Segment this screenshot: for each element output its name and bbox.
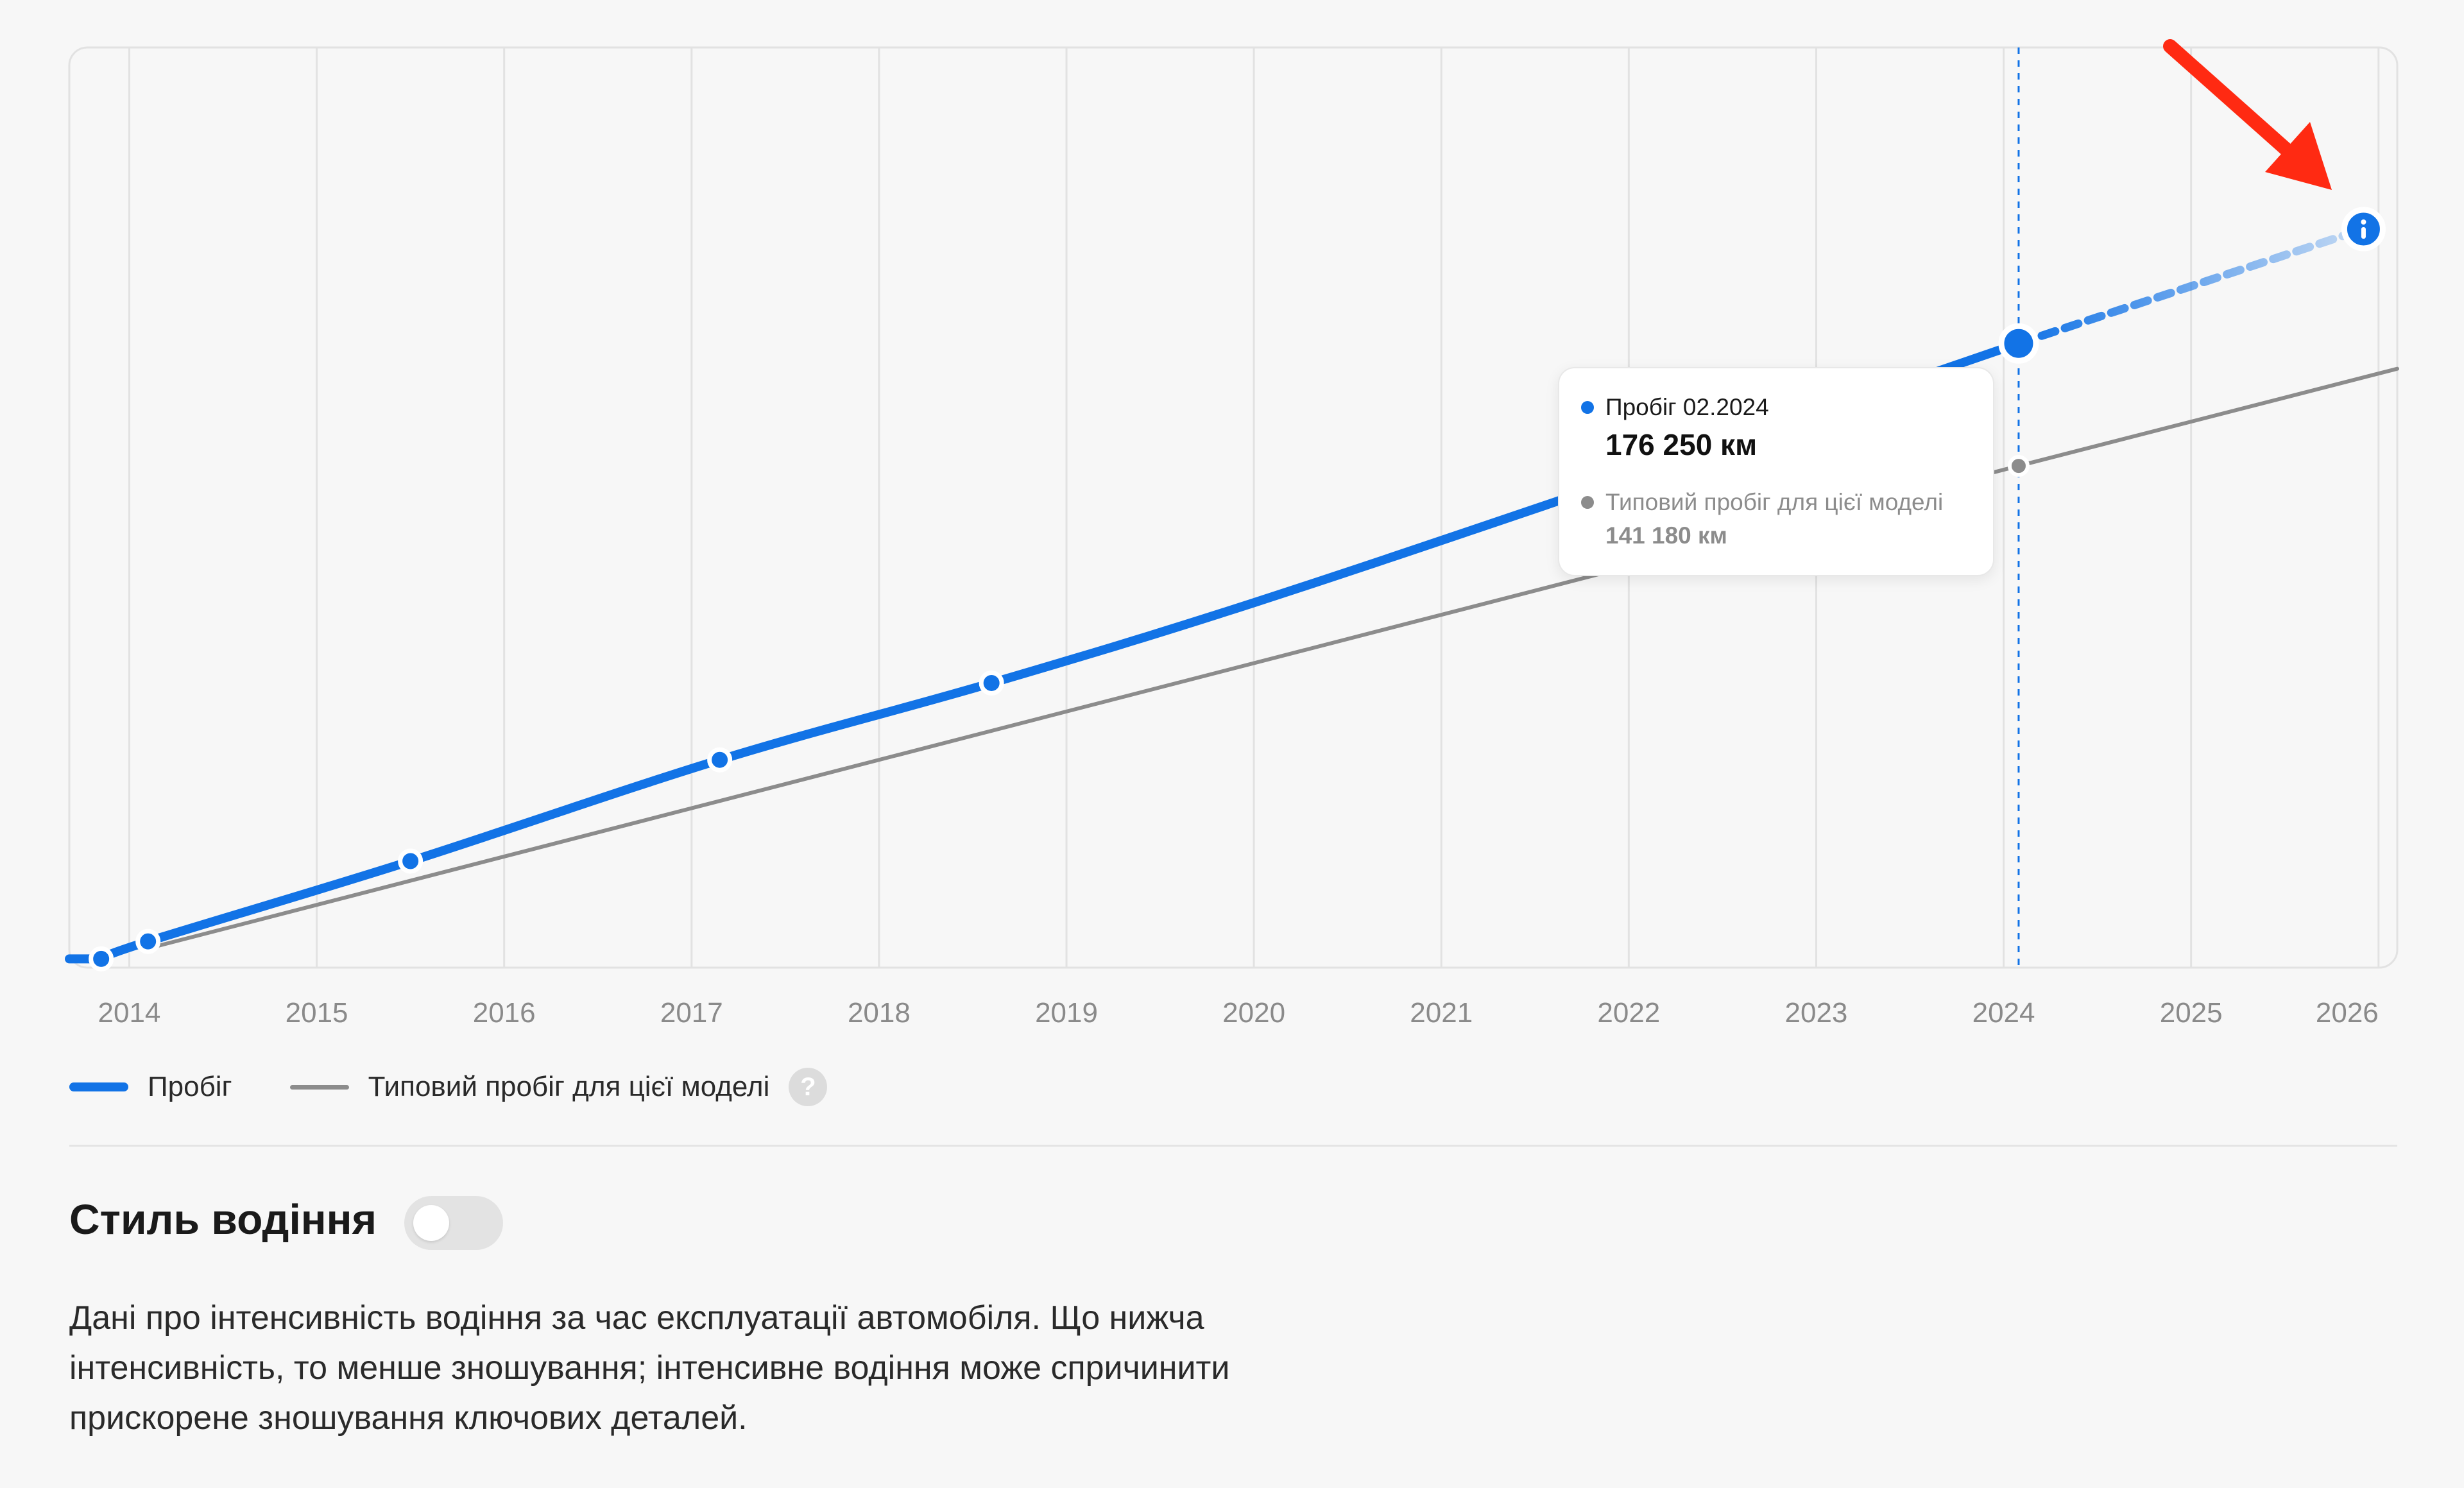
mileage-point [707, 747, 733, 773]
driving-style-description: Дані про інтенсивність водіння за час ек… [69, 1299, 1230, 1437]
x-tick-label: 2020 [1222, 997, 1285, 1027]
tooltip-mileage-label: Пробіг 02.2024 [1605, 394, 1769, 420]
x-tick-label: 2016 [473, 997, 536, 1027]
x-tick-label: 2024 [1972, 997, 2035, 1027]
legend-item-mileage: Пробіг [69, 1071, 232, 1103]
toggle-knob [413, 1205, 449, 1241]
tooltip-typical-label: Типовий пробіг для цієї моделі [1605, 489, 1944, 515]
mileage-point [979, 670, 1004, 696]
tooltip-mileage-row: Пробіг 02.2024 [1581, 394, 1769, 421]
question-mark-icon[interactable]: ? [789, 1068, 828, 1106]
forecast-mileage-line [2014, 225, 2368, 348]
legend-label-typical: Типовий пробіг для цієї моделі [368, 1071, 770, 1102]
x-tick-label: 2018 [848, 997, 911, 1027]
mileage-tooltip: Пробіг 02.2024 176 250 км Типовий пробіг… [1558, 367, 1994, 576]
x-tick-label: 2015 [286, 997, 348, 1027]
typical-line-swatch [289, 1084, 349, 1090]
x-tick-label: 2025 [2160, 997, 2223, 1027]
tooltip-typical-row: Типовий пробіг для цієї моделі [1581, 489, 1943, 516]
x-tick-label: 2022 [1597, 997, 1660, 1027]
x-tick-label: 2021 [1410, 997, 1473, 1027]
legend-label-mileage: Пробіг [148, 1071, 232, 1102]
annotation-arrowhead [2265, 122, 2332, 190]
chart-legend: Пробіг Типовий пробіг для цієї моделі ? [69, 1065, 828, 1109]
info-icon[interactable] [2341, 207, 2386, 252]
x-tick-label: 2023 [1785, 997, 1848, 1027]
mileage-current-point [1998, 323, 2039, 364]
typical-current-point [2007, 455, 2030, 477]
x-tick-label: 2026 [2316, 997, 2379, 1027]
tooltip-typical-value: 141 180 км [1605, 522, 1727, 549]
mileage-point [135, 928, 161, 954]
legend-item-typical: Типовий пробіг для цієї моделі ? [289, 1068, 828, 1106]
x-tick-label: 2014 [98, 997, 161, 1027]
mileage-chart: 2014 2015 2016 2017 2018 2019 2020 2021 2022 2023… [65, 39, 2399, 1027]
x-tick-label: 2017 [660, 997, 723, 1027]
mileage-line-swatch [69, 1082, 128, 1091]
section-divider [69, 1145, 2397, 1147]
mileage-point [89, 946, 114, 971]
tooltip-mileage-value: 176 250 км [1605, 428, 1758, 461]
mileage-point [398, 848, 424, 874]
x-tick-label: 2019 [1035, 997, 1098, 1027]
driving-style-title: Стиль водіння [69, 1195, 377, 1243]
annotation-arrow [2163, 39, 2304, 166]
driving-style-toggle[interactable] [404, 1196, 503, 1250]
chart-plot-area [68, 46, 2399, 969]
typical-dot-icon [1581, 496, 1594, 509]
mileage-dot-icon [1581, 401, 1594, 414]
